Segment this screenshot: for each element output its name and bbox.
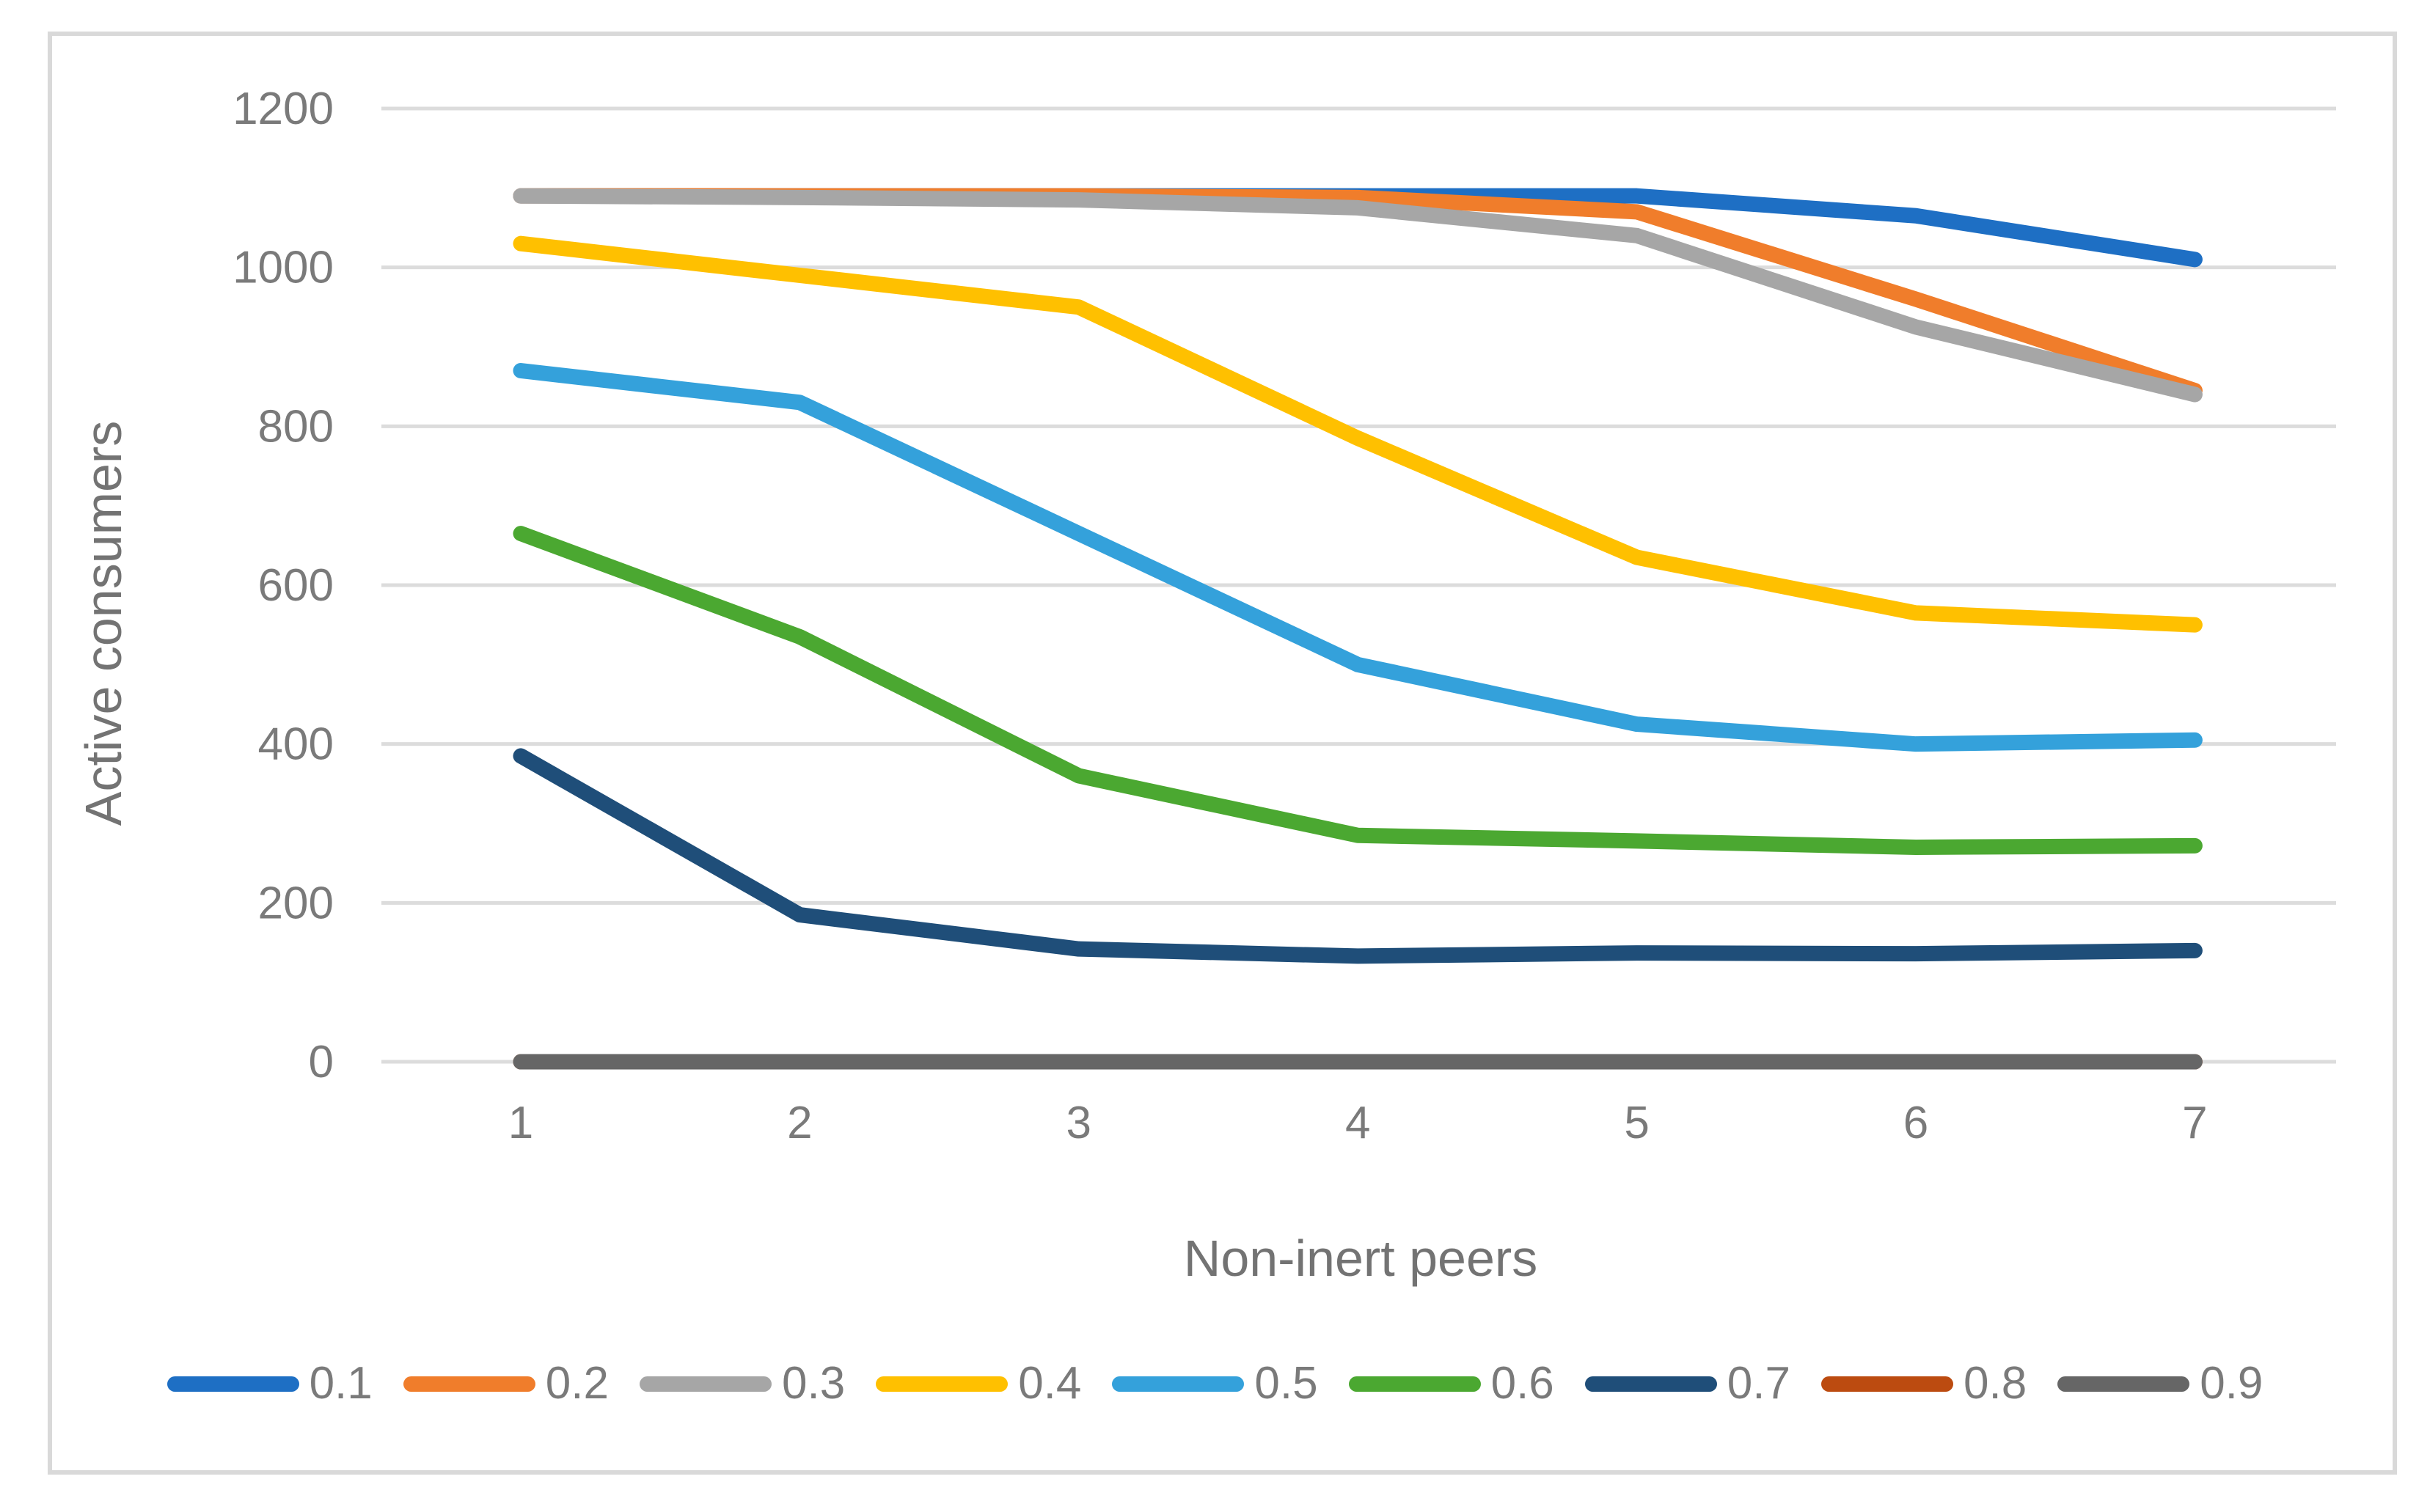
legend-item-0.2: 0.2 xyxy=(403,1361,609,1406)
legend-item-0.7: 0.7 xyxy=(1584,1358,1790,1409)
legend-item-0.1: 0.1 xyxy=(166,1358,373,1409)
series-lines xyxy=(513,188,2203,1070)
legend-item-0.4: 0.4 xyxy=(876,1361,1081,1406)
x-tick-label-5: 5 xyxy=(1624,1098,1649,1148)
x-tick-label-7: 7 xyxy=(2182,1098,2207,1148)
legend-label-0.8: 0.8 xyxy=(1964,1358,2027,1409)
y-tick-label-1200: 1200 xyxy=(233,84,334,134)
legend-label-0.6: 0.6 xyxy=(1490,1358,1554,1409)
legend-swatch-0.6 xyxy=(1348,1376,1481,1392)
x-tick-label-4: 4 xyxy=(1345,1098,1370,1148)
legend-label-0.3: 0.3 xyxy=(781,1358,846,1409)
series-line-0.7 xyxy=(513,748,2203,964)
x-tick-label-2: 2 xyxy=(787,1098,812,1148)
x-tick-label-1: 1 xyxy=(508,1098,533,1148)
y-tick-label-400: 400 xyxy=(258,719,334,770)
series-line-0.5 xyxy=(513,363,2203,752)
legend-label-0.9: 0.9 xyxy=(2200,1358,2264,1409)
legend-item-0.8: 0.8 xyxy=(1821,1361,2027,1406)
legend-item-0.5: 0.5 xyxy=(1112,1358,1318,1409)
legend-item-0.9: 0.9 xyxy=(2057,1361,2263,1406)
legend-swatch-0.5 xyxy=(1112,1376,1245,1392)
x-tick-label-3: 3 xyxy=(1066,1098,1091,1148)
legend-label-0.1: 0.1 xyxy=(309,1358,373,1409)
legend-swatch-0.7 xyxy=(1584,1376,1717,1392)
series-line-0.6 xyxy=(513,526,2203,855)
legend-swatch-0.2 xyxy=(403,1376,535,1392)
legend-item-0.3: 0.3 xyxy=(639,1358,846,1409)
y-tick-label-800: 800 xyxy=(258,401,334,452)
legend-label-0.2: 0.2 xyxy=(545,1358,609,1409)
y-axis-title: Active consumers xyxy=(75,421,132,826)
legend-swatch-0.1 xyxy=(166,1376,299,1392)
series-line-0.4 xyxy=(513,235,2203,633)
series-line-0.3 xyxy=(513,188,2203,403)
y-tick-label-0: 0 xyxy=(309,1037,334,1087)
chart-border xyxy=(48,32,2397,1475)
legend-swatch-0.3 xyxy=(639,1376,772,1392)
legend-label-0.5: 0.5 xyxy=(1254,1358,1318,1409)
legend-label-0.7: 0.7 xyxy=(1727,1358,1790,1409)
y-axis-tick-labels: 0 200 400 600 800 1000 1200 xyxy=(233,84,334,1087)
legend-swatch-0.8 xyxy=(1821,1376,1953,1392)
legend-item-0.6: 0.6 xyxy=(1348,1358,1554,1409)
legend-swatch-0.4 xyxy=(876,1376,1009,1392)
legend-label-0.4: 0.4 xyxy=(1018,1358,1082,1409)
y-tick-label-600: 600 xyxy=(258,560,334,611)
x-axis-title: Non-inert peers xyxy=(1184,1230,1537,1287)
y-tick-label-1000: 1000 xyxy=(233,243,334,293)
chart-legend: 0.1 0.2 0.3 0.4 0.5 0.6 0.7 0.8 0.9 xyxy=(0,1361,2430,1406)
y-tick-label-200: 200 xyxy=(258,878,334,928)
x-axis-tick-labels: 1 2 3 4 5 6 7 xyxy=(508,1098,2208,1148)
x-tick-label-6: 6 xyxy=(1903,1098,1928,1148)
legend-swatch-0.9 xyxy=(2057,1376,2190,1392)
